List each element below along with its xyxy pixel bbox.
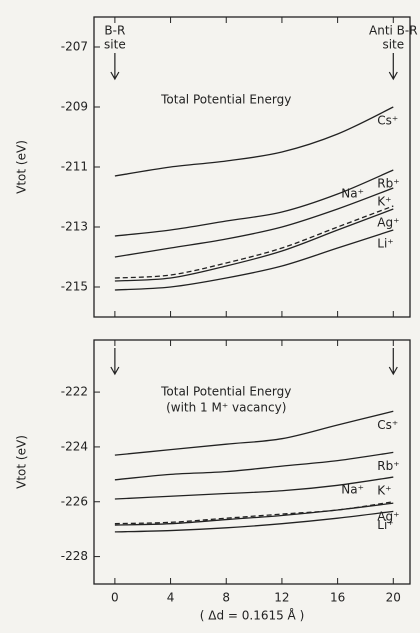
- series-label: Ag⁺: [377, 216, 399, 230]
- annotation: site: [382, 38, 404, 52]
- series-line: [114, 106, 394, 177]
- chart-title: Total Potential Energy: [160, 385, 291, 399]
- series-line: [114, 169, 394, 237]
- x-tick-label: 12: [274, 591, 289, 605]
- y-tick-label: -209: [61, 100, 88, 114]
- arrow: [110, 53, 120, 81]
- y-tick-label: -222: [61, 385, 88, 399]
- series-label: Rb⁺: [377, 177, 399, 191]
- series-label: Cs⁺: [377, 418, 398, 432]
- plot-frame: [93, 16, 411, 318]
- y-tick-label: -213: [61, 220, 88, 234]
- y-tick-label: -207: [61, 40, 88, 54]
- series-line: [114, 502, 394, 526]
- y-tick-label: -228: [61, 549, 88, 563]
- series-label: Na⁺: [341, 187, 364, 201]
- series-line: [114, 229, 394, 291]
- chart-title: Total Potential Energy: [160, 93, 291, 107]
- y-axis-label: Vtot (eV): [15, 435, 29, 489]
- plot-frame: [93, 339, 411, 585]
- chart-subtitle: (with 1 M⁺ vacancy): [166, 401, 286, 415]
- y-axis-label: Vtot (eV): [15, 140, 29, 194]
- arrow: [388, 53, 398, 81]
- x-tick-label: 8: [222, 591, 230, 605]
- series-label: Rb⁺: [377, 459, 399, 473]
- series-label: Na⁺: [341, 482, 364, 496]
- series-label: K⁺: [377, 195, 391, 209]
- series-line: [114, 205, 394, 279]
- series-line: [114, 208, 394, 282]
- series-line: [114, 501, 394, 525]
- y-tick-label: -224: [61, 439, 88, 453]
- y-tick-label: -211: [61, 160, 88, 174]
- series-line: [114, 451, 394, 481]
- series-label: Li⁺: [377, 518, 393, 532]
- series-line: [114, 476, 394, 500]
- annotation: B-R: [104, 24, 125, 38]
- series-label: K⁺: [377, 484, 391, 498]
- x-axis-label: ( Δd = 0.1615 Å ): [200, 608, 305, 623]
- series-label: Li⁺: [377, 237, 393, 251]
- x-tick-label: 0: [111, 591, 119, 605]
- series-line: [114, 187, 394, 258]
- series-label: Cs⁺: [377, 114, 398, 128]
- x-tick-label: 20: [386, 591, 401, 605]
- annotation: site: [104, 38, 126, 52]
- x-tick-label: 16: [330, 591, 345, 605]
- y-tick-label: -226: [61, 494, 88, 508]
- arrow: [110, 348, 120, 376]
- annotation: Anti B-R: [369, 24, 418, 38]
- series-line: [114, 410, 394, 456]
- series-line: [114, 510, 394, 533]
- x-tick-label: 4: [167, 591, 175, 605]
- arrow: [388, 348, 398, 376]
- y-tick-label: -215: [61, 280, 88, 294]
